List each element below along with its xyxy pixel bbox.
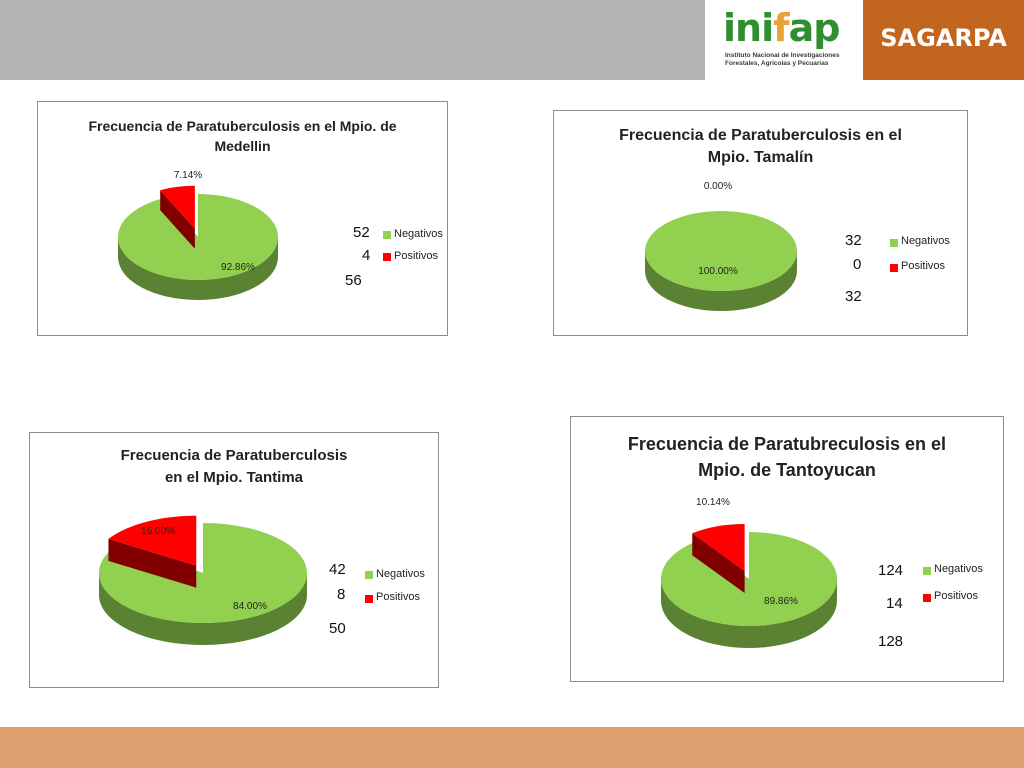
count-positivos: 14	[886, 595, 903, 612]
inifap-logo: inifap Instituto Nacional de Investigaci…	[705, 0, 863, 80]
chart-medellin: Frecuencia de Paratuberculosis en el Mpi…	[37, 101, 448, 336]
chart-title: Frecuencia de Paratuberculosis en el Mpi…	[619, 127, 902, 166]
slice-label-negativos: 100.00%	[698, 266, 738, 277]
pie-slice-positivos	[108, 515, 197, 566]
legend-label-negativos: Negativos	[376, 568, 425, 580]
count-negativos: 42	[329, 561, 346, 578]
legend-label-positivos: Positivos	[394, 250, 439, 262]
legend-swatch-negativos	[365, 571, 373, 579]
pie-slice-negativos	[645, 211, 797, 291]
logo-text-part-c: ap	[788, 6, 841, 50]
slice-label-positivos: 16.00%	[141, 526, 175, 537]
header-band	[0, 0, 705, 80]
slice-label-negativos: 92.86%	[221, 262, 255, 273]
legend-label-positivos: Positivos	[376, 591, 421, 603]
legend-label-negativos: Negativos	[394, 228, 443, 240]
legend-swatch-negativos	[890, 239, 898, 247]
legend-label-negativos: Negativos	[901, 235, 950, 247]
chart-tantoyucan: Frecuencia de Paratubreculosis en el Mpi…	[570, 416, 1004, 682]
pie-chart: 92.86% 7.14%	[117, 170, 278, 300]
count-negativos: 52	[353, 224, 370, 241]
pie-slice-edge-positivos	[160, 190, 195, 249]
logo-text-part-b: f	[773, 6, 790, 50]
legend-label-positivos: Positivos	[901, 260, 946, 272]
footer-band	[0, 727, 1024, 768]
legend-swatch-positivos	[365, 595, 373, 603]
logo-subtitle-line-2: Forestales, Agrícolas y Pecuarias	[725, 60, 829, 67]
sagarpa-logo-text: SAGARPA	[880, 24, 1007, 52]
slice-label-positivos: 7.14%	[174, 170, 202, 181]
pie-slice-side-negativos	[99, 573, 307, 645]
pie-slice-negativos	[99, 523, 307, 623]
slice-label-negativos: 84.00%	[233, 601, 267, 612]
logo-subtitle-line-1: Instituto Nacional de Investigaciones	[725, 52, 840, 59]
slice-label-positivos: 10.14%	[696, 497, 730, 508]
inifap-logo-text: inifap	[723, 8, 840, 48]
legend-swatch-positivos	[890, 264, 898, 272]
count-positivos: 4	[362, 247, 371, 264]
count-positivos: 0	[853, 256, 862, 273]
pie-chart: 100.00% 0.00%	[645, 181, 797, 311]
sagarpa-logo: SAGARPA	[863, 0, 1024, 80]
pie-slice-side-negativos	[661, 579, 837, 648]
pie-slice-side-negativos	[645, 251, 797, 311]
count-total: 128	[878, 633, 904, 650]
legend-swatch-negativos	[923, 567, 931, 575]
chart-title: Frecuencia de Paratubreculosis en el Mpi…	[627, 434, 947, 480]
slice-label-positivos: 0.00%	[704, 181, 732, 192]
pie-slice-edge-positivos	[692, 533, 745, 594]
legend-label-positivos: Positivos	[934, 590, 979, 602]
legend-swatch-positivos	[923, 594, 931, 602]
chart-title: Frecuencia de Paratuberculosis en el Mpi…	[88, 118, 397, 154]
pie-slice-positivos	[160, 185, 195, 229]
legend-label-negativos: Negativos	[934, 563, 983, 575]
count-positivos: 8	[337, 586, 346, 603]
chart-tamalin: Frecuencia de Paratuberculosis en el Mpi…	[553, 110, 968, 336]
count-total: 50	[329, 620, 346, 637]
count-total: 56	[345, 272, 362, 289]
logo-text-part-a: ini	[723, 6, 774, 50]
chart-title: Frecuencia de Paratuberculosis en el Mpi…	[120, 447, 348, 486]
pie-slice-positivos	[692, 524, 745, 572]
inifap-logo-subtitle: Instituto Nacional de Investigaciones Fo…	[725, 52, 840, 68]
pie-slice-side-negativos	[118, 237, 278, 300]
count-total: 32	[845, 288, 862, 305]
chart-tantima: Frecuencia de Paratuberculosis en el Mpi…	[29, 432, 439, 688]
slice-label-negativos: 89.86%	[764, 596, 798, 607]
pie-slice-edge-positivos	[108, 538, 197, 588]
pie-slice-negativos	[117, 194, 278, 280]
pie-slice-negativos	[661, 532, 837, 626]
legend-swatch-negativos	[383, 231, 391, 239]
legend-swatch-positivos	[383, 253, 391, 261]
count-negativos: 124	[878, 562, 904, 579]
pie-chart: 89.86% 10.14%	[661, 497, 837, 648]
pie-chart: 84.00% 16.00%	[99, 515, 307, 645]
count-negativos: 32	[845, 232, 862, 249]
